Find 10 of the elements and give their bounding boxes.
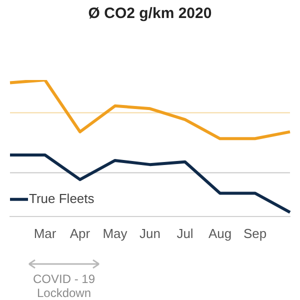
x-tick-label: Jun [140,226,160,241]
x-tick-label: Aug [208,226,232,241]
chart-title: Ø CO2 g/km 2020 [87,5,213,22]
x-tick-label: Mar [34,226,57,241]
text: COVID - 19 Lockdown [32,272,96,300]
x-tick-label: Apr [70,226,91,241]
x-tick-label: May [102,226,128,241]
x-tick-label: Jul [176,226,194,241]
legend-label: True Fleets [29,190,95,206]
x-tick-label: Sep [243,226,267,241]
